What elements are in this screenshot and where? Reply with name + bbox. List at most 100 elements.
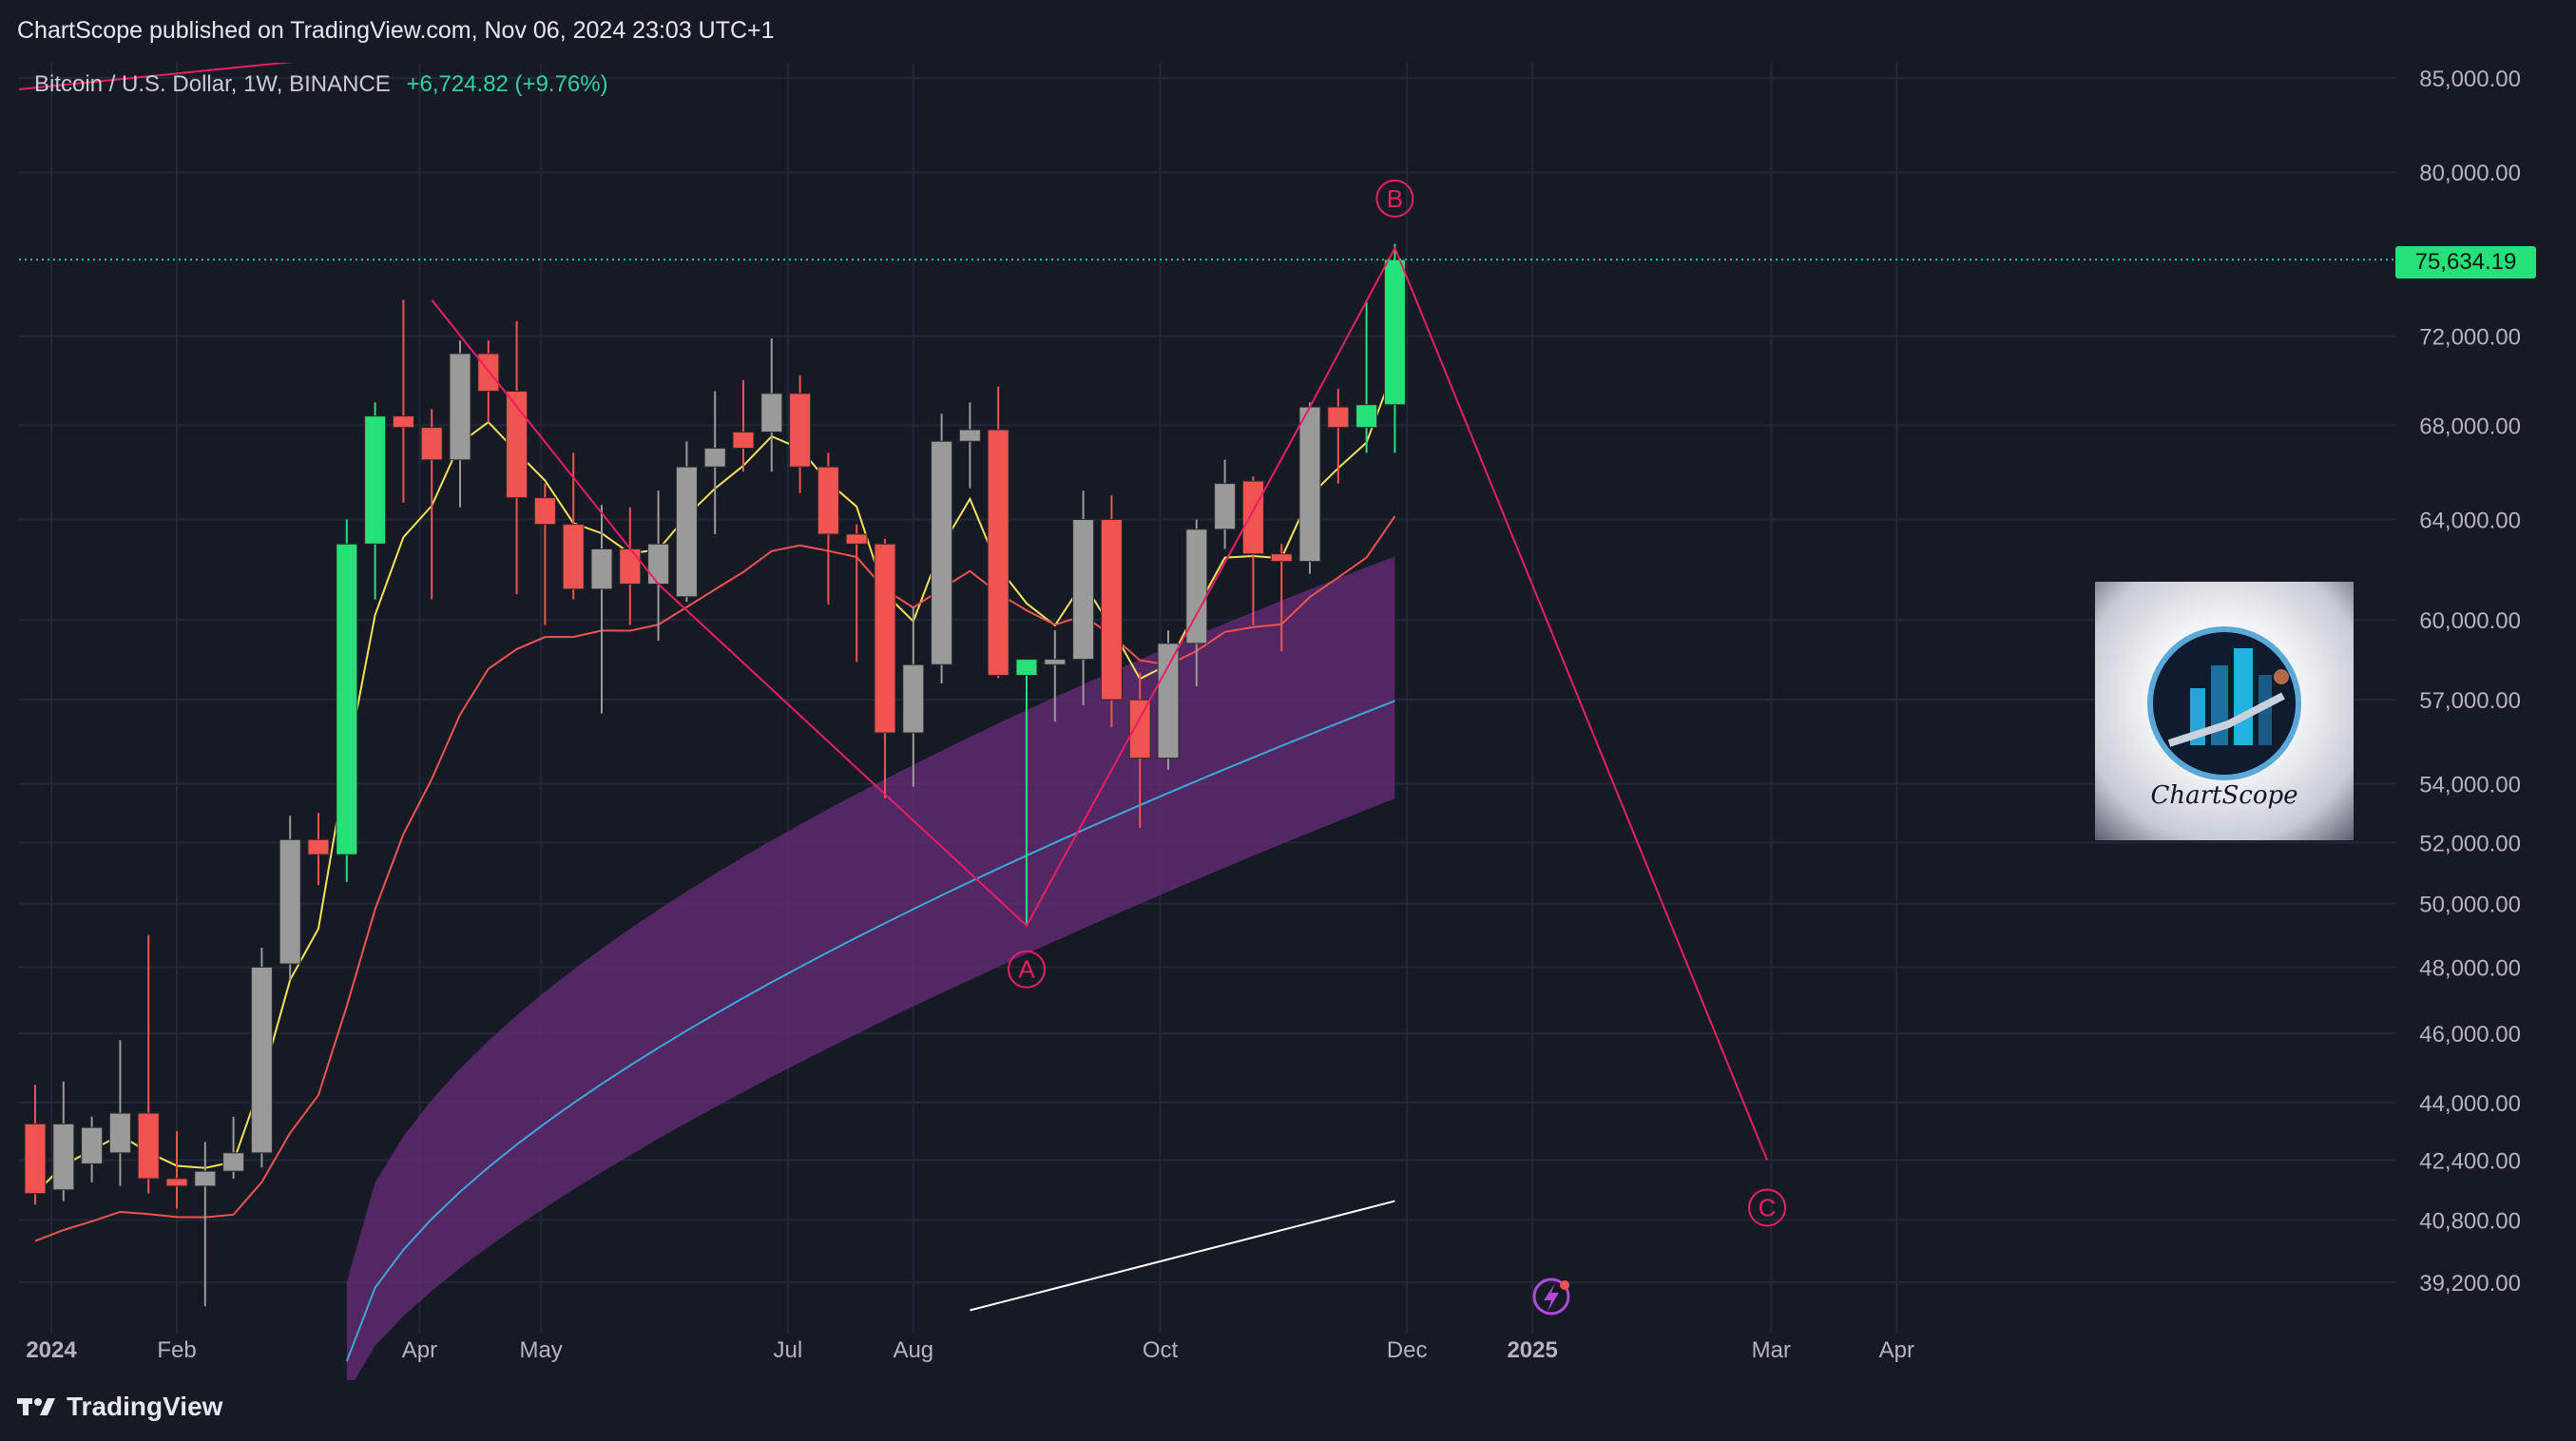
y-tick-label: 60,000.00: [2419, 608, 2521, 634]
x-tick-label: Oct: [1143, 1337, 1179, 1363]
symbol-name: Bitcoin / U.S. Dollar, 1W, BINANCE: [34, 71, 391, 97]
x-tick-label: 2024: [26, 1337, 77, 1363]
chartscope-logo: ChartScope: [2095, 582, 2354, 840]
flash-icon-bolt: [1544, 1283, 1559, 1312]
x-tick-label: Mar: [1752, 1337, 1791, 1363]
candle-body: [931, 440, 953, 665]
candle-body: [874, 543, 896, 734]
symbol-legend[interactable]: Bitcoin / U.S. Dollar, 1W, BINANCE +6,72…: [34, 71, 608, 98]
candle-body: [194, 1170, 217, 1187]
candle-body: [1128, 699, 1151, 759]
price-chart[interactable]: A B C 39,200.00 40,800.00 42,400.00 44,000.00 4…: [19, 63, 2576, 1380]
x-tick-label: May: [519, 1337, 562, 1363]
last-price-label: 75,634.19: [2395, 246, 2536, 279]
y-tick-label: 85,000.00: [2419, 67, 2521, 92]
candle-body: [1327, 406, 1350, 429]
candle-body: [307, 838, 330, 855]
candle-body: [1241, 480, 1264, 555]
candle-body: [958, 429, 981, 442]
y-tick-label: 68,000.00: [2419, 413, 2521, 439]
candle-body: [1185, 528, 1208, 644]
x-tick-label: Apr: [1879, 1337, 1914, 1363]
tradingview-label: TradingView: [67, 1392, 223, 1421]
candle-body: [789, 393, 812, 468]
candle-body: [1355, 404, 1378, 429]
candle-body: [449, 353, 471, 461]
candle-body: [392, 415, 414, 429]
y-tick-label: 57,000.00: [2419, 688, 2521, 714]
publish-info: ChartScope published on TradingView.com,…: [17, 17, 775, 44]
candle-body: [619, 548, 642, 585]
wave-label-c-circle: [1748, 1188, 1787, 1227]
footer-bar: [0, 1380, 2576, 1441]
candle-body: [562, 524, 585, 590]
x-tick-label: Aug: [893, 1337, 933, 1363]
candle-body: [420, 427, 443, 461]
chart-area[interactable]: A B C 39,200.00 40,800.00 42,400.00 44,000.00 4…: [19, 63, 2576, 1380]
y-tick-label: 80,000.00: [2419, 161, 2521, 186]
candle-body: [81, 1126, 104, 1164]
x-tick-label: Feb: [157, 1337, 196, 1363]
y-tick-label: 46,000.00: [2419, 1022, 2521, 1047]
y-tick-label: 54,000.00: [2419, 773, 2521, 798]
candle-body: [108, 1112, 131, 1154]
y-tick-label: 72,000.00: [2419, 325, 2521, 351]
candle-body: [1383, 259, 1406, 406]
x-tick-label: Apr: [402, 1337, 437, 1363]
candle-body: [760, 393, 783, 433]
candle-body: [1100, 519, 1123, 701]
wave-label-b: B: [1387, 184, 1403, 213]
candle-body: [732, 432, 755, 450]
candle-body: [336, 543, 358, 855]
candle-body: [1298, 406, 1321, 563]
y-tick-label: 50,000.00: [2419, 893, 2521, 918]
candle-body: [1015, 659, 1038, 677]
candle-body: [52, 1123, 75, 1191]
candle-body: [279, 838, 301, 965]
candle-body: [165, 1178, 188, 1187]
candle-body: [137, 1112, 160, 1180]
notification-dot-icon: [1560, 1280, 1569, 1290]
wave-line: [431, 245, 1768, 1161]
tradingview-brand[interactable]: TradingView: [17, 1392, 222, 1422]
candle-body: [250, 966, 273, 1154]
tradingview-logo-icon: [17, 1398, 55, 1415]
candle-body: [364, 415, 387, 545]
candle-body: [902, 663, 925, 734]
y-tick-label: 39,200.00: [2419, 1271, 2521, 1297]
candle-body: [817, 466, 839, 535]
candle-body: [533, 497, 556, 526]
header-bar: ChartScope published on TradingView.com,…: [0, 0, 2576, 63]
ribbon-mid-line: [345, 700, 1395, 1362]
y-tick-label: 40,800.00: [2419, 1209, 2521, 1235]
candle-body: [24, 1123, 47, 1195]
logo-graphic: [2147, 626, 2301, 780]
candle-body: [1270, 553, 1293, 563]
x-tick-label: Dec: [1387, 1337, 1428, 1363]
candle-body: [222, 1152, 245, 1172]
candle-body: [1214, 483, 1237, 530]
wave-label-c: C: [1759, 1194, 1777, 1222]
y-tick-label: 52,000.00: [2419, 831, 2521, 856]
ribbon-band: [346, 556, 1395, 1380]
candle-body: [845, 533, 868, 545]
wave-label-a-circle: [1008, 950, 1046, 989]
wave-label-b-circle: [1375, 179, 1414, 218]
flash-icon: [1532, 1278, 1570, 1316]
long-ma-line: [970, 1200, 1395, 1312]
x-tick-label: Jul: [773, 1337, 802, 1363]
candle-body: [1072, 519, 1095, 661]
candle-body: [647, 543, 670, 585]
candle-body: [987, 429, 1009, 677]
y-tick-label: 64,000.00: [2419, 509, 2521, 534]
candle-body: [703, 448, 726, 468]
y-tick-label: 44,000.00: [2419, 1091, 2521, 1117]
y-tick-label: 48,000.00: [2419, 955, 2521, 981]
y-tick-label: 42,400.00: [2419, 1149, 2521, 1175]
candle-body: [1157, 643, 1180, 759]
candle-body: [675, 466, 698, 598]
wave-label-a: A: [1018, 955, 1035, 984]
symbol-change: +6,724.82 (+9.76%): [406, 71, 608, 97]
candle-body: [506, 391, 529, 499]
legend-decor-line: [19, 63, 294, 90]
